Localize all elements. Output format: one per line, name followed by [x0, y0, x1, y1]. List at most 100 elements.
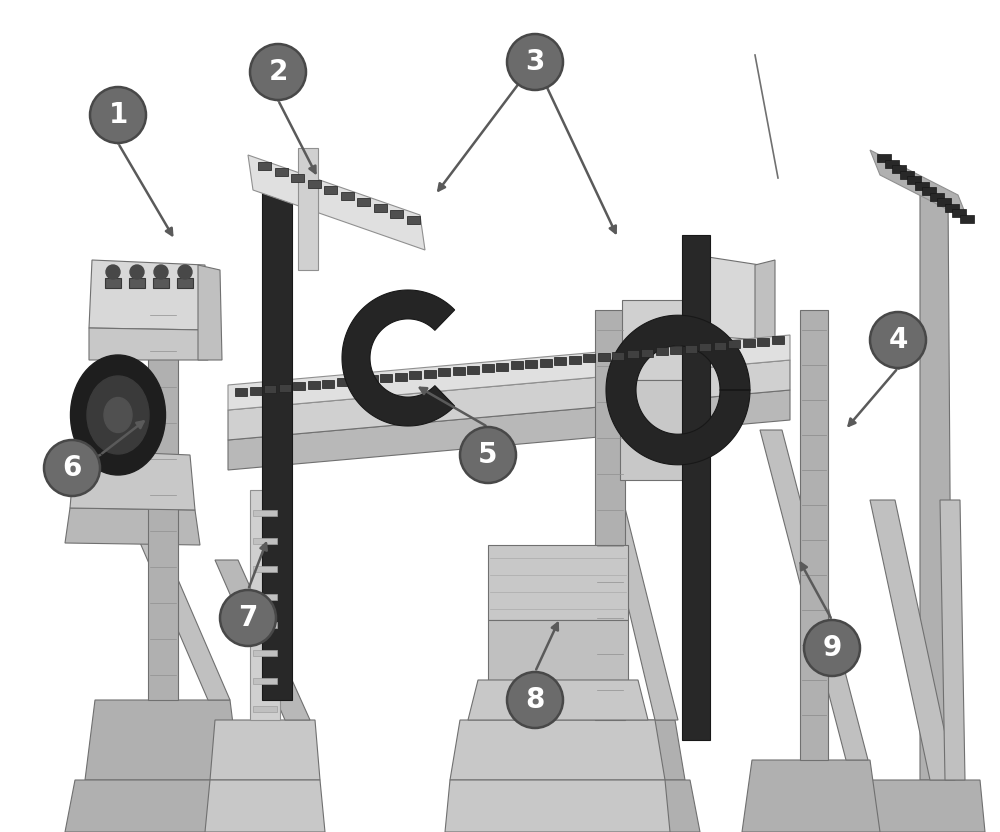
- Bar: [253, 706, 277, 712]
- Bar: [153, 278, 169, 288]
- Polygon shape: [215, 560, 310, 720]
- Bar: [409, 371, 421, 379]
- Polygon shape: [870, 150, 968, 220]
- Polygon shape: [228, 360, 790, 440]
- Polygon shape: [262, 185, 292, 700]
- Bar: [699, 343, 711, 351]
- Bar: [308, 381, 320, 389]
- Bar: [568, 356, 580, 364]
- Bar: [525, 360, 537, 368]
- Text: 1: 1: [108, 101, 128, 129]
- Polygon shape: [450, 720, 665, 780]
- Polygon shape: [598, 480, 678, 720]
- Bar: [612, 352, 624, 359]
- Text: 8: 8: [525, 686, 545, 714]
- Polygon shape: [742, 760, 880, 832]
- Circle shape: [90, 87, 146, 143]
- Bar: [253, 538, 277, 544]
- Bar: [937, 198, 951, 206]
- Bar: [656, 348, 668, 355]
- Text: 7: 7: [238, 604, 258, 632]
- Bar: [424, 369, 436, 378]
- Bar: [511, 361, 522, 369]
- Polygon shape: [65, 780, 255, 832]
- Bar: [177, 278, 193, 288]
- Bar: [641, 349, 653, 357]
- Bar: [340, 192, 354, 200]
- Polygon shape: [488, 545, 628, 620]
- Bar: [892, 165, 906, 173]
- Bar: [291, 174, 304, 182]
- Bar: [351, 377, 363, 384]
- Bar: [406, 216, 420, 224]
- Circle shape: [178, 265, 192, 279]
- Polygon shape: [760, 430, 868, 760]
- Bar: [253, 622, 277, 628]
- Bar: [366, 375, 378, 384]
- Polygon shape: [800, 310, 828, 760]
- Bar: [670, 346, 682, 354]
- Circle shape: [154, 265, 168, 279]
- Bar: [467, 365, 479, 374]
- Polygon shape: [85, 700, 240, 780]
- Bar: [554, 357, 566, 365]
- Bar: [129, 278, 145, 288]
- Ellipse shape: [87, 376, 149, 454]
- Polygon shape: [342, 290, 455, 426]
- Bar: [235, 388, 247, 396]
- Polygon shape: [682, 235, 710, 740]
- Text: 5: 5: [478, 441, 498, 469]
- Bar: [293, 383, 305, 390]
- Bar: [253, 594, 277, 600]
- Circle shape: [507, 34, 563, 90]
- Bar: [394, 373, 406, 380]
- Bar: [336, 379, 349, 386]
- Bar: [626, 350, 639, 359]
- Bar: [598, 353, 610, 361]
- Bar: [264, 385, 276, 394]
- Polygon shape: [100, 450, 230, 700]
- Bar: [877, 154, 891, 162]
- Polygon shape: [228, 390, 790, 470]
- Bar: [253, 510, 277, 516]
- Ellipse shape: [70, 355, 166, 475]
- Polygon shape: [468, 680, 648, 720]
- Bar: [278, 384, 290, 392]
- Polygon shape: [70, 450, 195, 510]
- Polygon shape: [870, 500, 955, 780]
- Polygon shape: [210, 720, 320, 780]
- Bar: [482, 364, 494, 372]
- Circle shape: [44, 440, 100, 496]
- Bar: [583, 354, 595, 363]
- Bar: [274, 168, 288, 176]
- Polygon shape: [520, 780, 700, 832]
- Bar: [772, 336, 784, 344]
- Circle shape: [250, 44, 306, 100]
- Circle shape: [870, 312, 926, 368]
- Circle shape: [220, 590, 276, 646]
- Polygon shape: [488, 620, 628, 680]
- Polygon shape: [620, 380, 698, 480]
- Ellipse shape: [104, 398, 132, 433]
- Polygon shape: [865, 780, 985, 832]
- Polygon shape: [595, 310, 625, 720]
- Polygon shape: [695, 255, 760, 340]
- Circle shape: [106, 265, 120, 279]
- Text: 9: 9: [822, 634, 842, 662]
- Bar: [728, 340, 740, 349]
- Bar: [757, 338, 769, 345]
- Bar: [714, 342, 726, 349]
- Text: 6: 6: [62, 454, 82, 482]
- Bar: [324, 186, 337, 194]
- Polygon shape: [298, 148, 318, 270]
- Bar: [374, 204, 386, 212]
- Polygon shape: [538, 720, 685, 780]
- Bar: [308, 180, 320, 188]
- Polygon shape: [198, 265, 222, 360]
- Polygon shape: [89, 328, 208, 360]
- Polygon shape: [755, 260, 775, 340]
- Bar: [742, 339, 755, 347]
- Bar: [540, 359, 552, 367]
- Bar: [907, 176, 921, 184]
- Polygon shape: [250, 490, 280, 720]
